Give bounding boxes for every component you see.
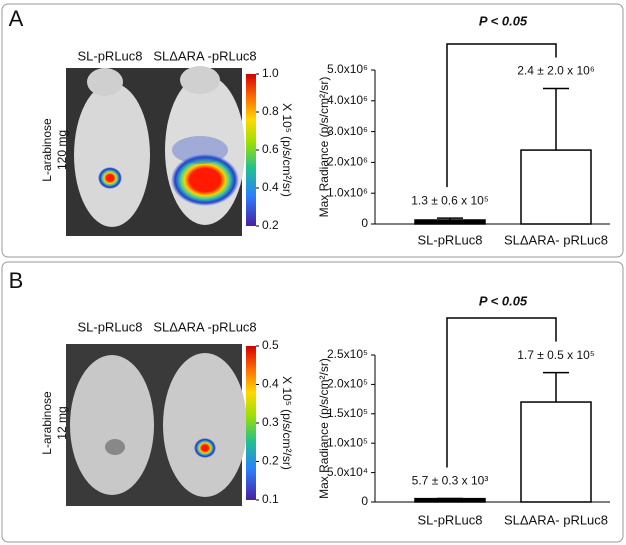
y-tick-label: 0 <box>361 494 368 508</box>
x-tick-label: SL-pRLuc8 <box>417 232 482 247</box>
colorbar <box>246 346 256 500</box>
colorbar-tick-label: 0.2 <box>262 218 279 232</box>
y-tick-label: 1.0x10⁵ <box>327 435 368 449</box>
y-axis-label: Max Radiance (p/s/cm²/sr) <box>317 358 331 499</box>
y-axis-label: Max Radiance (p/s/cm²/sr) <box>317 77 331 218</box>
significance-label: P < 0.05 <box>479 13 528 28</box>
y-tick-label: 1.5x10⁵ <box>327 406 368 420</box>
image-label: SL-pRLuc8 <box>77 319 142 334</box>
y-tick-label: 2.0x10⁶ <box>327 155 368 169</box>
bar <box>520 149 592 225</box>
colorbar-tick-label: 0.2 <box>262 454 279 468</box>
bar <box>414 219 486 225</box>
colorbar-label: X 10⁵ (p/s/cm²/sr) <box>280 376 294 470</box>
x-tick-label: SL-pRLuc8 <box>417 512 482 527</box>
y-tick-label: 4.0x10⁶ <box>327 93 368 107</box>
significance-label: P < 0.05 <box>479 293 528 308</box>
value-label: 1.3 ± 0.6 x 10⁵ <box>411 193 489 207</box>
y-tick-label: 5.0x10⁴ <box>327 465 368 479</box>
significance-bracket <box>446 317 557 468</box>
panel-frame <box>1 3 624 258</box>
colorbar <box>246 74 256 226</box>
value-label: 5.7 ± 0.3 x 10³ <box>412 474 489 488</box>
colorbar-tick-label: 1.0 <box>262 66 279 80</box>
y-tick-label: 3.0x10⁶ <box>327 124 368 138</box>
panel-label: B <box>9 268 24 293</box>
mouse-image <box>66 344 247 506</box>
colorbar-tick-label: 0.6 <box>262 142 279 156</box>
y-tick-label: 2.0x10⁵ <box>327 377 368 391</box>
colorbar-tick-label: 0.1 <box>262 492 279 506</box>
image-label: SL-pRLuc8 <box>77 48 142 63</box>
colorbar-label: X 10⁵ (p/s/cm²/sr) <box>280 103 294 197</box>
colorbar-tick-label: 0.4 <box>262 377 279 391</box>
side-label: L-arabinose <box>40 118 54 182</box>
panel-frame <box>1 261 624 543</box>
colorbar-tick-label: 0.8 <box>262 104 279 118</box>
side-label: 12 mg <box>55 406 69 439</box>
side-label: L-arabinose <box>40 391 54 455</box>
panel-label: A <box>9 6 24 31</box>
significance-bracket <box>446 43 557 188</box>
x-tick-label: SLΔARA- pRLuc8 <box>504 232 608 247</box>
x-tick-label: SLΔARA- pRLuc8 <box>504 512 608 527</box>
y-tick-label: 5.0x10⁶ <box>327 62 368 76</box>
y-tick-label: 1.0x10⁶ <box>327 185 368 199</box>
colorbar-tick-label: 0.3 <box>262 415 279 429</box>
image-label: SLΔARA -pRLuc8 <box>153 319 256 334</box>
value-label: 1.7 ± 0.5 x 10⁵ <box>517 348 595 362</box>
side-label: 120 mg <box>55 130 69 170</box>
image-label: SLΔARA -pRLuc8 <box>153 48 256 63</box>
value-label: 2.4 ± 2.0 x 10⁶ <box>517 64 595 78</box>
colorbar-tick-label: 0.4 <box>262 180 279 194</box>
bar <box>520 401 592 503</box>
mouse-image <box>66 66 245 236</box>
y-tick-label: 2.5x10⁵ <box>327 347 368 361</box>
colorbar-tick-label: 0.5 <box>262 338 279 352</box>
y-tick-label: 0 <box>361 216 368 230</box>
